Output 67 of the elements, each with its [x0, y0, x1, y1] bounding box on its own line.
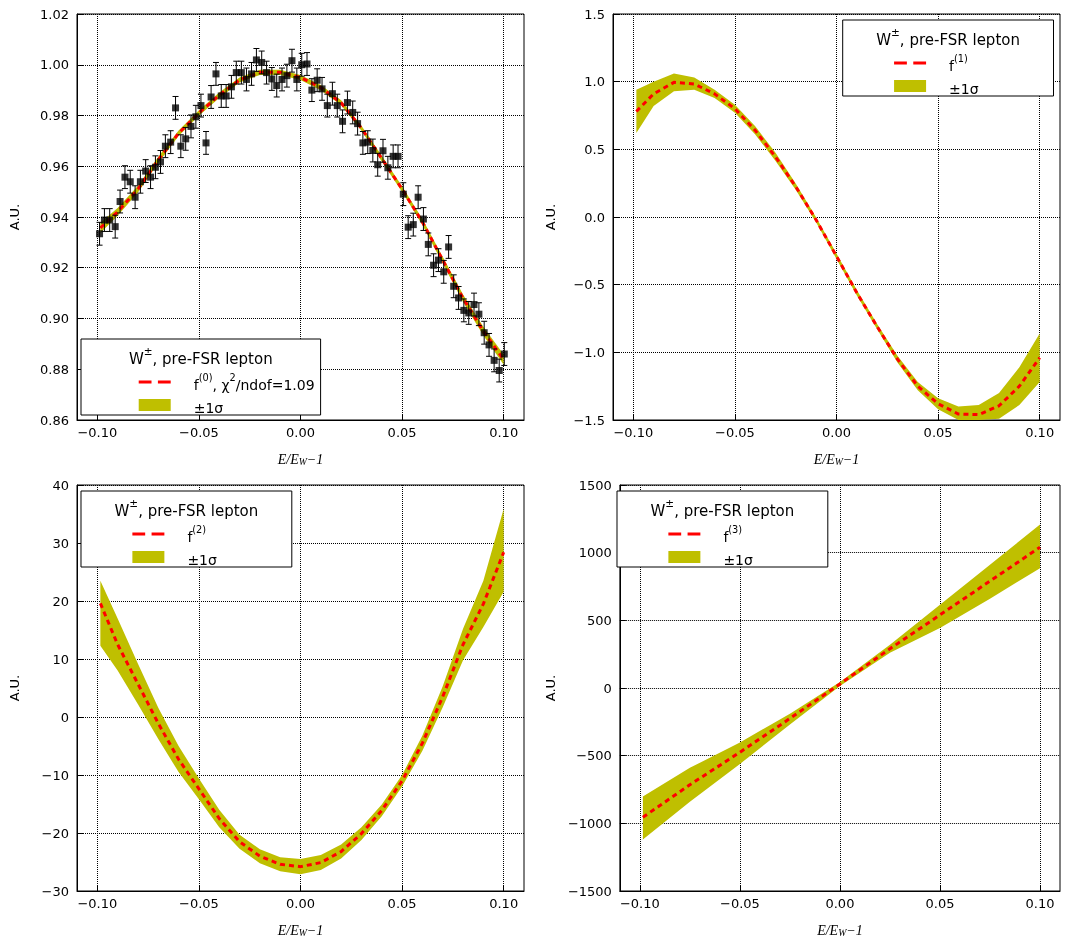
legend-label: ±1σ	[193, 400, 224, 416]
x-tick-label: −0.05	[178, 896, 219, 911]
x-tick-label: 0.00	[286, 896, 315, 911]
x-tick-label: 0.05	[924, 896, 954, 911]
x-tick-label: −0.10	[612, 425, 653, 440]
y-tick-label: −1500	[567, 883, 612, 899]
y-tick-label: 1000	[578, 545, 612, 561]
x-tick-label: 0.05	[923, 425, 953, 440]
y-tick-label: 0.86	[40, 412, 69, 428]
x-tick-label: −0.10	[619, 896, 660, 911]
x-tick-label: 0.05	[387, 896, 417, 911]
y-axis-title: A.U.	[542, 203, 558, 231]
y-tick-label: 0.5	[583, 141, 605, 157]
y-tick-label: 10	[52, 651, 69, 667]
y-tick-label: 1500	[578, 477, 612, 493]
y-tick-label: 0.0	[583, 209, 605, 225]
legend-label: ±1σ	[187, 552, 218, 568]
x-tick-label: −0.05	[178, 425, 219, 440]
x-tick-label: 0.10	[1025, 896, 1054, 911]
x-tick-label: −0.05	[719, 896, 760, 911]
y-tick-label: 30	[52, 535, 69, 551]
y-tick-label: 0.94	[40, 209, 69, 225]
y-tick-label: 0.96	[40, 158, 69, 174]
x-tick-label: 0.10	[1024, 425, 1054, 440]
y-tick-label: −30	[41, 883, 69, 899]
x-tick-label: −0.10	[77, 425, 118, 440]
y-tick-label: 1.00	[40, 57, 69, 73]
y-tick-label: 0	[60, 709, 69, 725]
x-tick-label: 0.00	[824, 896, 854, 911]
legend-label: ±1σ	[948, 81, 979, 97]
legend-title: W±, pre-FSR lepton	[128, 344, 273, 368]
x-tick-label: −0.10	[77, 896, 118, 911]
x-tick-label: 0.05	[387, 425, 417, 440]
y-axis-title: A.U.	[7, 674, 22, 702]
y-tick-label: 1.5	[583, 6, 605, 22]
y-axis-title: A.U.	[7, 203, 22, 231]
y-tick-label: 0.98	[40, 108, 69, 123]
x-axis-title: E/EW−1	[276, 451, 324, 467]
y-tick-label: −20	[41, 825, 69, 841]
x-tick-label: 0.10	[489, 425, 519, 440]
y-tick-label: −1.0	[572, 344, 605, 360]
y-tick-label: 500	[586, 612, 612, 628]
y-tick-label: −500	[575, 748, 612, 764]
y-tick-label: 0.92	[40, 260, 69, 276]
y-tick-label: 0	[603, 680, 612, 696]
x-tick-label: 0.10	[489, 896, 519, 911]
y-tick-label: 0.88	[40, 361, 69, 377]
y-tick-label: −1000	[567, 815, 612, 831]
y-tick-label: 20	[52, 593, 69, 609]
x-tick-label: −0.05	[714, 425, 755, 440]
y-axis-title: A.U.	[542, 674, 558, 702]
y-tick-label: 1.0	[583, 74, 605, 90]
x-axis-title: E/EW−1	[276, 922, 324, 938]
y-tick-label: 40	[52, 477, 69, 493]
x-axis-title: E/EW−1	[815, 922, 863, 938]
y-tick-label: −10	[41, 767, 69, 783]
legend-label: ±1σ	[722, 552, 753, 568]
x-tick-label: 0.00	[821, 425, 851, 440]
y-tick-label: 0.90	[40, 311, 69, 326]
legend-title: W±, pre-FSR lepton	[650, 496, 794, 520]
y-tick-label: −1.5	[572, 412, 605, 428]
x-axis-title: E/EW−1	[812, 451, 859, 467]
legend-title: W±, pre-FSR lepton	[875, 25, 1020, 49]
legend-title: W±, pre-FSR lepton	[114, 496, 259, 520]
x-tick-label: 0.00	[286, 425, 315, 440]
y-tick-label: 1.02	[40, 6, 69, 22]
y-tick-label: −0.5	[572, 277, 605, 293]
